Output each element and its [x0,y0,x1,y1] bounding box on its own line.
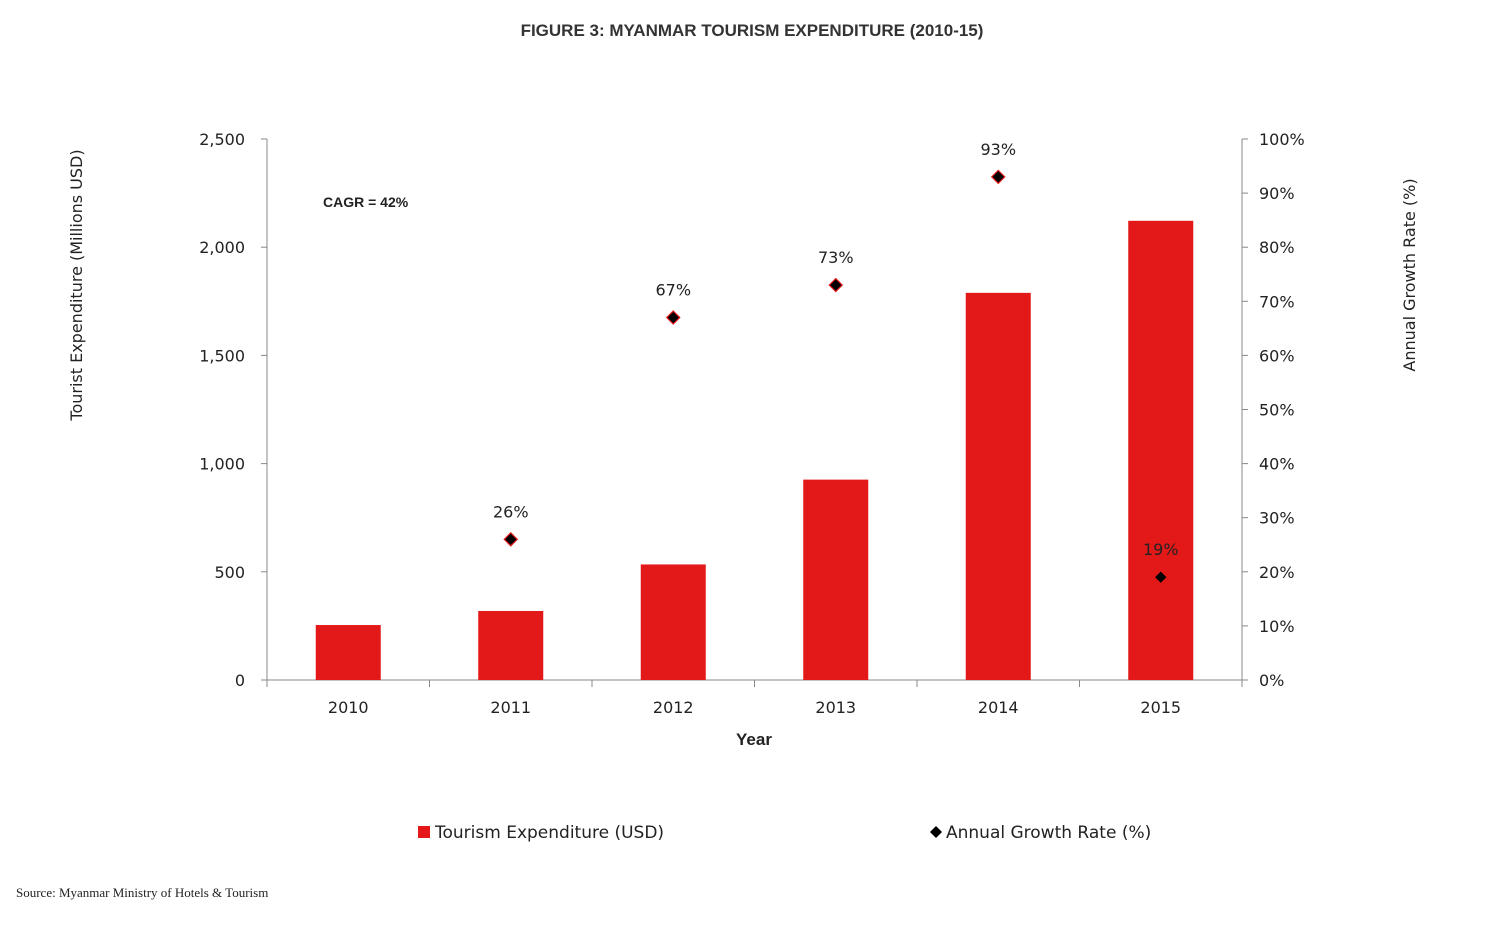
y-tick-label: 500 [214,563,245,582]
x-tick-label: 2012 [653,698,694,717]
y2-tick-label: 40% [1259,455,1295,474]
legend-diamond-label: Annual Growth Rate (%) [946,823,1151,843]
legend-bar-label: Tourism Expenditure (USD) [434,823,664,843]
y2-tick-label: 30% [1259,509,1295,528]
cagr-annotation: CAGR = 42% [323,194,409,210]
y2-tick-label: 60% [1259,346,1295,365]
bar-2015 [1128,220,1194,680]
bar-2011 [478,610,544,680]
growth-marker-2012 [665,310,681,325]
x-tick-label: 2010 [328,698,369,717]
x-tick-label: 2015 [1140,698,1181,717]
source-note: Source: Myanmar Ministry of Hotels & Tou… [16,885,268,900]
x-tick-label: 2011 [490,698,531,717]
chart-title: FIGURE 3: MYANMAR TOURISM EXPENDITURE (2… [521,21,984,40]
legend-diamond-swatch [930,826,942,838]
y2-tick-label: 50% [1259,401,1295,420]
growth-label-2013: 73% [818,248,854,267]
growth-marker-2015 [1153,569,1169,585]
bar-2012 [640,564,706,680]
growth-label-2015: 19% [1143,540,1179,559]
growth-marker-2013 [828,277,844,293]
growth-label-2011: 26% [493,502,529,521]
growth-marker-2011 [503,531,519,547]
y2-tick-label: 10% [1259,617,1295,636]
y-tick-label: 0 [235,671,245,690]
x-tick-label: 2014 [978,698,1019,717]
x-tick-label: 2013 [815,698,856,717]
y-tick-label: 2,500 [199,130,245,149]
y-tick-label: 1,500 [199,346,245,365]
growth-marker-2014 [990,169,1006,185]
bar-2010 [315,625,381,680]
growth-label-2012: 67% [655,281,691,300]
y2-tick-label: 20% [1259,563,1295,582]
y2-tick-label: 80% [1259,238,1295,257]
x-axis-label: Year [736,730,772,749]
y2-tick-label: 100% [1259,130,1305,149]
y-tick-label: 1,000 [199,455,245,474]
y-axis-label: Tourist Expenditure (Millions USD) [67,149,86,421]
bar-2013 [803,479,869,680]
growth-label-2014: 93% [980,140,1016,159]
y2-tick-label: 70% [1259,292,1295,311]
y-tick-label: 2,000 [199,238,245,257]
y2-tick-label: 0% [1259,671,1284,690]
legend: Tourism Expenditure (USD) Annual Growth … [418,823,1151,843]
plot-area: 0 500 1,000 1,500 2,000 2,500 0% 10% 20% 30% 40% 50… [199,130,1305,717]
y2-tick-label: 90% [1259,184,1295,203]
y2-axis-label: Annual Growth Rate (%) [1400,178,1419,371]
legend-bar-swatch [418,826,430,838]
bar-2014 [965,292,1031,680]
